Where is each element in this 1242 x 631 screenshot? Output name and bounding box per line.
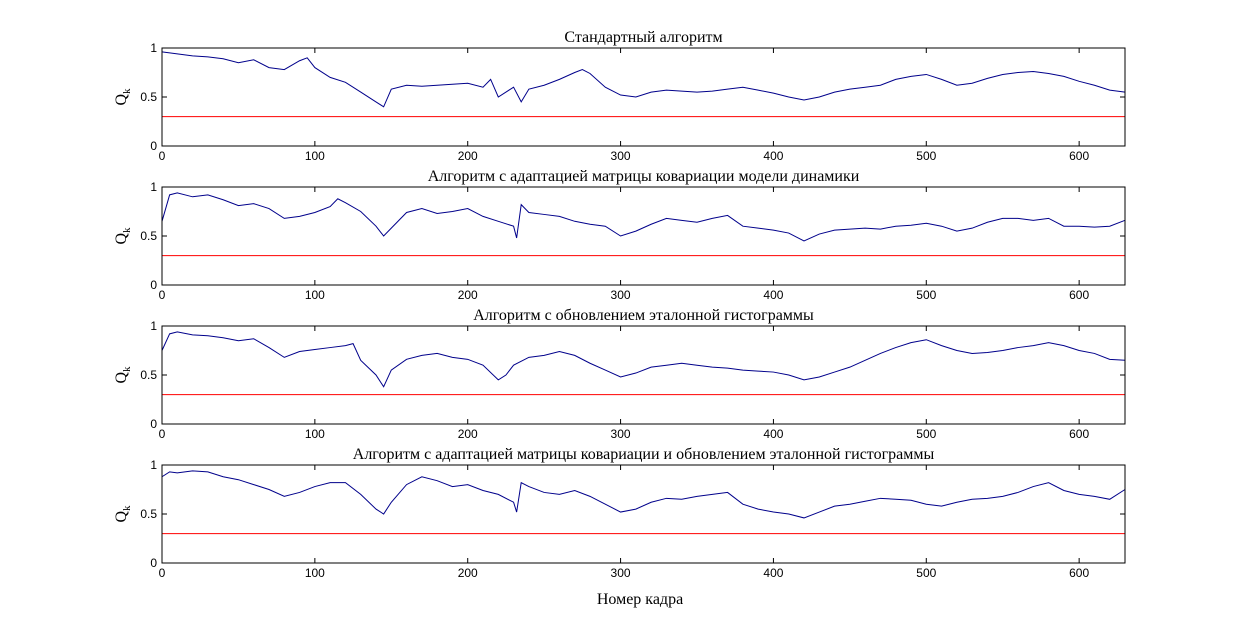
x-tick-label: 100 (305, 566, 325, 580)
panel-4: Алгоритм с адаптацией матрицы ковариации… (113, 446, 1126, 580)
axes-frame (161, 464, 1126, 564)
x-tick-label: 400 (763, 288, 783, 302)
y-axis-label-main: Q (113, 233, 130, 245)
y-tick-label: 1 (150, 319, 157, 333)
x-tick-label: 0 (159, 427, 166, 441)
quality-series-line (161, 331, 1126, 388)
x-tick-label: 600 (1069, 149, 1089, 163)
x-tick-label: 500 (916, 149, 936, 163)
y-axis-label-main: Q (113, 372, 130, 384)
x-tick-label: 200 (458, 427, 478, 441)
y-axis-label: Qk (113, 227, 133, 245)
y-tick-label: 1 (150, 41, 157, 55)
x-tick-label: 400 (763, 149, 783, 163)
x-tick-label: 400 (763, 566, 783, 580)
y-tick-label: 1 (150, 458, 157, 472)
x-tick-label: 300 (611, 288, 631, 302)
y-tick-label: 0 (150, 278, 157, 292)
axes-frame (161, 186, 1126, 286)
panel-title: Алгоритм с адаптацией матрицы ковариации… (428, 168, 860, 185)
x-tick-label: 500 (916, 288, 936, 302)
y-axis-label-subscript: k (121, 505, 133, 511)
y-axis-label-main: Q (113, 94, 130, 106)
panel-title: Алгоритм с обновлением эталонной гистогр… (473, 307, 814, 324)
panel-2: Алгоритм с адаптацией матрицы ковариации… (113, 168, 1126, 302)
y-axis-label-main: Q (113, 511, 130, 523)
axes-frame (161, 325, 1126, 425)
x-tick-label: 300 (611, 566, 631, 580)
x-tick-label: 400 (763, 427, 783, 441)
y-tick-label: 0.5 (140, 90, 157, 104)
x-tick-label: 0 (159, 149, 166, 163)
y-axis-label: Qk (113, 88, 133, 106)
y-tick-label: 0 (150, 417, 157, 431)
y-tick-label: 0 (150, 556, 157, 570)
panel-3: Алгоритм с обновлением эталонной гистогр… (113, 307, 1126, 441)
x-tick-label: 500 (916, 566, 936, 580)
x-tick-label: 600 (1069, 288, 1089, 302)
x-tick-label: 100 (305, 427, 325, 441)
panel-title: Алгоритм с адаптацией матрицы ковариации… (353, 446, 935, 463)
panel-1: Стандартный алгоритм 0 100 200 300 400 500 600 0… (113, 29, 1126, 163)
x-tick-label: 0 (159, 566, 166, 580)
quality-series-line (161, 470, 1126, 519)
x-tick-label: 600 (1069, 427, 1089, 441)
y-tick-label: 1 (150, 180, 157, 194)
x-tick-label: 500 (916, 427, 936, 441)
x-tick-label: 200 (458, 149, 478, 163)
axes-frame (161, 47, 1126, 147)
panel-title: Стандартный алгоритм (564, 29, 722, 46)
x-tick-label: 300 (611, 149, 631, 163)
y-axis-label: Qk (113, 366, 133, 384)
quality-series-line (161, 192, 1126, 242)
x-tick-label: 600 (1069, 566, 1089, 580)
x-tick-label: 100 (305, 288, 325, 302)
y-axis-label-subscript: k (121, 88, 133, 94)
quality-series-line (161, 51, 1126, 108)
y-tick-label: 0.5 (140, 229, 157, 243)
x-tick-label: 200 (458, 288, 478, 302)
x-axis-label: Номер кадра (597, 591, 683, 608)
x-tick-label: 200 (458, 566, 478, 580)
x-tick-label: 300 (611, 427, 631, 441)
y-axis-label-subscript: k (121, 227, 133, 233)
y-axis-label-subscript: k (121, 366, 133, 372)
x-tick-label: 0 (159, 288, 166, 302)
x-tick-label: 100 (305, 149, 325, 163)
y-tick-label: 0 (150, 139, 157, 153)
y-tick-label: 0.5 (140, 368, 157, 382)
y-axis-label: Qk (113, 505, 133, 523)
y-tick-label: 0.5 (140, 507, 157, 521)
